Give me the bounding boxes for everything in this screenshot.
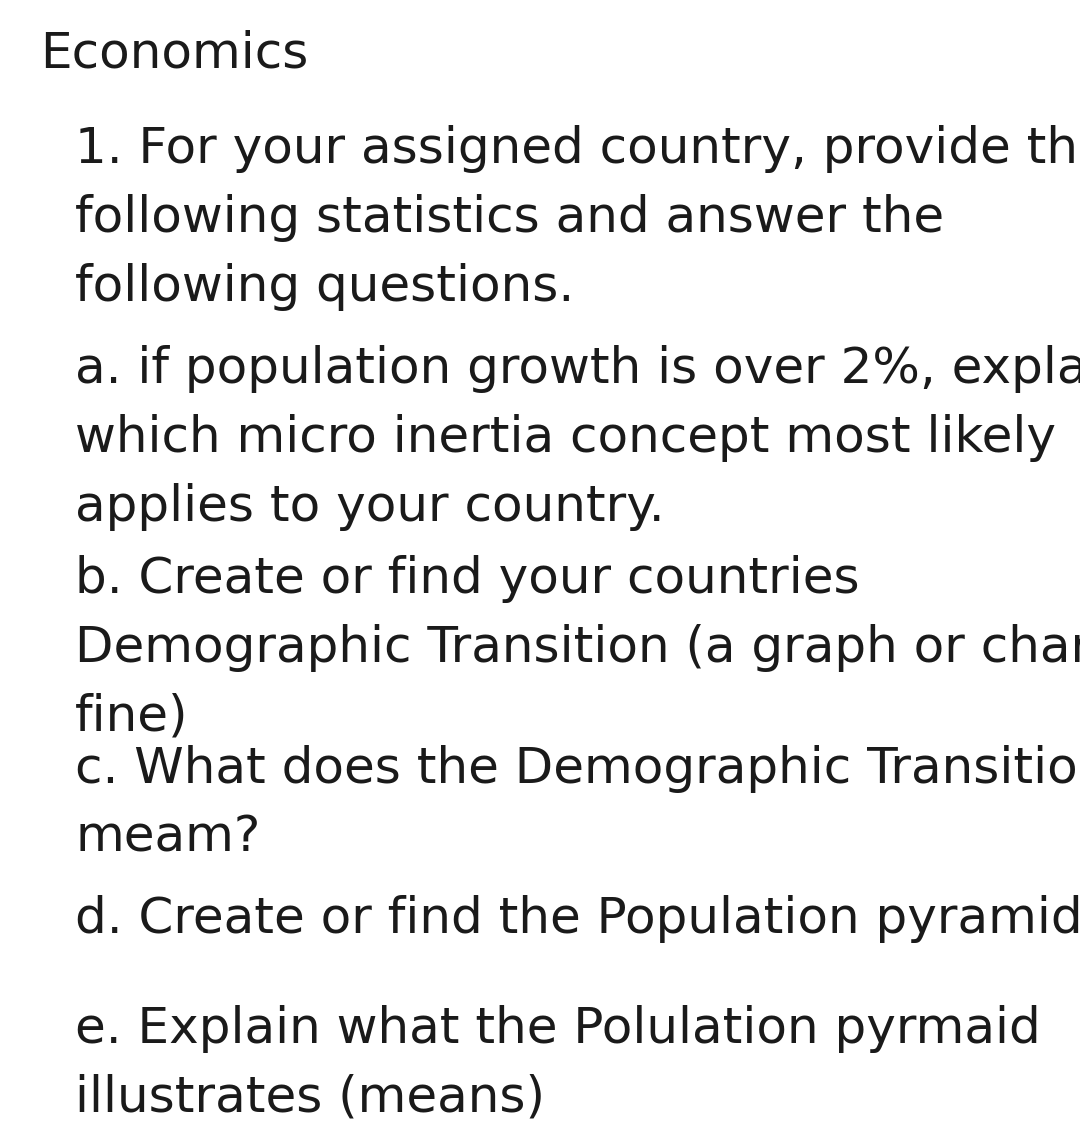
Text: 1. For your assigned country, provide the
following statistics and answer the
fo: 1. For your assigned country, provide th… <box>75 125 1080 311</box>
Text: e. Explain what the Polulation pyrmaid
illustrates (means): e. Explain what the Polulation pyrmaid i… <box>75 1005 1041 1122</box>
Text: Economics: Economics <box>40 30 309 78</box>
Text: d. Create or find the Population pyramid: d. Create or find the Population pyramid <box>75 895 1080 943</box>
Text: b. Create or find your countries
Demographic Transition (a graph or chart is
fin: b. Create or find your countries Demogra… <box>75 555 1080 741</box>
Text: a. if population growth is over 2%, explain
which micro inertia concept most lik: a. if population growth is over 2%, expl… <box>75 345 1080 531</box>
Text: c. What does the Demographic Transition
meam?: c. What does the Demographic Transition … <box>75 746 1080 862</box>
